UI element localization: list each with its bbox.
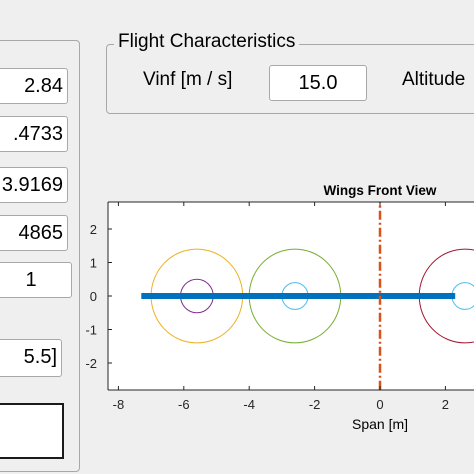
flight-panel-title: Flight Characteristics [114,31,300,53]
x-tick-label: -2 [309,397,321,412]
vinf-input[interactable]: 15.0 [269,65,367,101]
x-axis-label: Span [m] [352,416,408,432]
plot-content [141,202,474,390]
param-field-1[interactable]: 2.84 [0,68,68,104]
chart-title: Wings Front View [324,183,437,198]
param-field-4[interactable]: 4865 [0,215,68,251]
x-tick-label: 0 [376,397,383,412]
x-tick-label: 2 [442,397,449,412]
altitude-label: Altitude [402,69,466,90]
x-tick-label: -8 [113,397,125,412]
parameters-panel [0,40,80,472]
y-tick-label: 1 [90,256,97,271]
x-tick-label: -6 [178,397,190,412]
param-field-5[interactable]: 1 [0,262,72,298]
y-tick-label: -1 [85,323,97,338]
bottom-input-box[interactable] [0,403,64,459]
x-tick-label: -4 [243,397,255,412]
vinf-label: Vinf [m / s] [143,69,233,90]
param-field-2[interactable]: .4733 [0,116,68,152]
y-tick-label: 2 [90,222,97,237]
y-tick-label: 0 [90,289,97,304]
param-field-3[interactable]: 3.9169 [0,167,68,203]
param-field-6[interactable]: 5.5] [0,339,62,377]
y-tick-label: -2 [85,356,97,371]
